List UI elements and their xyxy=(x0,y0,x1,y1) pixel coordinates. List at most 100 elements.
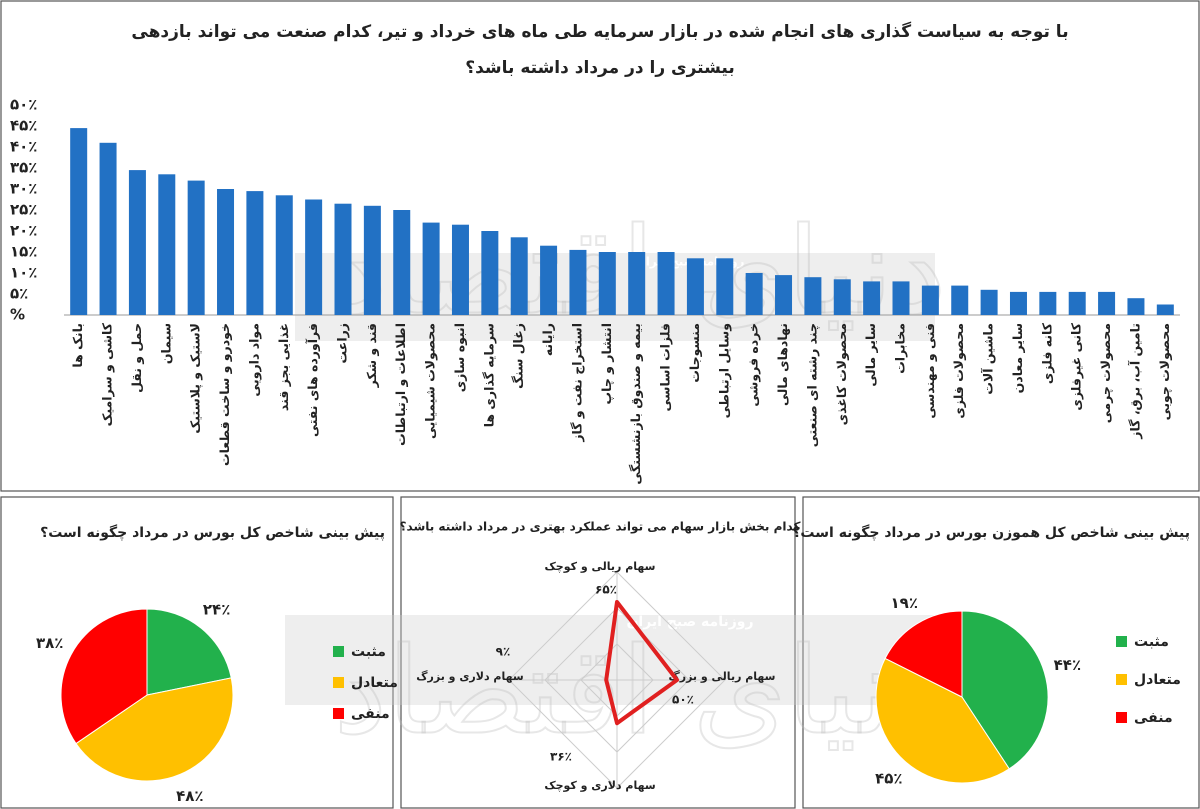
x-tick-label: خودرو و ساخت قطعات xyxy=(217,323,232,466)
bar xyxy=(275,195,293,315)
bar xyxy=(980,289,998,315)
data-label: ۱۹٪ xyxy=(891,594,918,612)
pie-slice xyxy=(75,677,234,782)
legend-swatch xyxy=(1116,712,1127,723)
bar xyxy=(70,128,88,315)
x-tick-label: بیمه و صندوق بازنشستگی xyxy=(628,323,643,485)
chart-title: با توجه به سیاست گذاری های انجام شده در … xyxy=(131,22,1069,78)
y-tick-label: ۴۰٪ xyxy=(10,138,37,156)
bar xyxy=(187,180,205,315)
y-tick-label: ۵٪ xyxy=(10,285,28,303)
x-tick-label: محصولات فلزی xyxy=(951,323,966,419)
x-tick-label: فنی و مهندسی xyxy=(922,323,937,419)
x-tick-label: محصولات شیمیایی xyxy=(423,323,438,439)
watermark-paper: روزنامه صبح ایران xyxy=(626,614,753,630)
bar xyxy=(716,258,734,315)
legend-swatch xyxy=(333,646,344,657)
watermark-brand: دنیای اقتصاد xyxy=(334,623,947,762)
chart-title: پیش بینی شاخص کل هموزن بورس در مرداد چگو… xyxy=(792,524,1190,541)
x-tick-label: رایانه xyxy=(540,323,555,356)
bar xyxy=(217,189,235,315)
bar xyxy=(363,205,381,315)
x-tick-label: زغال سنگ xyxy=(511,323,526,389)
x-tick-label: وسایل ارتباطی xyxy=(716,323,731,418)
legend-label: مثبت xyxy=(1134,634,1169,650)
y-tick-label: % xyxy=(10,306,25,324)
bar xyxy=(863,281,881,315)
chart-title: پیش بینی شاخص کل بورس در مرداد چگونه است… xyxy=(40,524,385,541)
x-tick-label: سایر مالی xyxy=(863,323,878,387)
x-tick-label: سیمان xyxy=(158,323,173,364)
x-tick-label: ماشین آلات xyxy=(981,323,996,395)
data-label: ۲۴٪ xyxy=(203,600,230,618)
x-tick-label: محصولات چوبی xyxy=(1157,323,1172,420)
x-tick-label: فلزات اساسی xyxy=(658,323,673,411)
x-tick-label: سرمایه گذاری ها xyxy=(481,323,496,427)
x-tick-label: تامین آب، برق، گاز xyxy=(1127,323,1142,440)
bar xyxy=(892,281,910,315)
x-tick-label: حمل و نقل xyxy=(129,323,144,393)
x-tick-label: مخابرات xyxy=(893,323,908,374)
axis-label: سهام ریالی و بزرگ xyxy=(668,669,775,683)
bar xyxy=(451,224,469,315)
legend-label: منفی xyxy=(351,706,390,722)
legend-swatch xyxy=(1116,636,1127,647)
panel xyxy=(802,496,1200,809)
bar xyxy=(1127,298,1145,315)
bar xyxy=(1156,304,1174,315)
pie-slice xyxy=(875,657,1010,784)
x-tick-label: فرآورده های نفتی xyxy=(305,323,320,437)
y-tick-label: ۵۰٪ xyxy=(10,96,37,114)
x-tick-label: خرده فروشی xyxy=(746,323,761,407)
axis-label: سهام دلاری و کوچک xyxy=(544,779,655,792)
bar xyxy=(305,199,323,315)
bar xyxy=(99,142,117,315)
x-tick-label: مواد دارویی xyxy=(246,323,261,397)
bar xyxy=(422,222,440,315)
data-label: ۹٪ xyxy=(496,645,511,659)
bar xyxy=(1009,291,1027,315)
axis-label: سهام ریالی و کوچک xyxy=(545,560,656,573)
pie-slice xyxy=(146,608,232,696)
legend-label: مثبت xyxy=(351,644,386,660)
data-label: ۴۴٪ xyxy=(1054,656,1081,674)
y-tick-label: ۴۵٪ xyxy=(10,117,37,135)
pie-slice xyxy=(884,610,963,698)
bar xyxy=(657,252,675,315)
legend-label: متعادل xyxy=(1134,672,1181,688)
legend-swatch xyxy=(333,677,344,688)
chart-title: کدام بخش بازار سهام می تواند عملکرد بهتر… xyxy=(400,520,801,535)
panel xyxy=(400,496,796,809)
x-tick-label: اطلاعات و ارتباطات xyxy=(393,323,408,446)
x-tick-label: محصولات چرمی xyxy=(1098,323,1113,423)
x-tick-label: قند و شکر xyxy=(364,323,379,388)
radar-line xyxy=(604,600,679,726)
bar xyxy=(246,191,264,315)
legend-label: منفی xyxy=(1134,710,1173,726)
data-label: ۴۸٪ xyxy=(176,787,203,805)
x-tick-label: چند رشته ای صنعتی xyxy=(804,323,819,447)
bar xyxy=(686,258,704,315)
data-label: ۶۵٪ xyxy=(595,583,617,597)
x-tick-label: لاستیک و پلاستیک xyxy=(188,323,203,434)
x-tick-label: منسوجات xyxy=(687,323,702,383)
bar xyxy=(804,277,822,315)
data-label: ۴۵٪ xyxy=(875,770,902,788)
panel xyxy=(0,496,394,809)
bar xyxy=(540,245,558,315)
data-label: ۵۰٪ xyxy=(672,693,694,707)
y-tick-label: ۱۰٪ xyxy=(10,264,37,282)
bar xyxy=(921,285,939,315)
x-tick-label: کانه فلزی xyxy=(1039,322,1054,384)
legend-label: متعادل xyxy=(351,675,398,691)
x-tick-label: سایر معادن xyxy=(1010,323,1025,393)
bar xyxy=(393,210,411,315)
y-tick-label: ۲۵٪ xyxy=(10,201,37,219)
x-tick-label: کاشی و سرامیک xyxy=(100,322,115,426)
bar xyxy=(1098,291,1116,315)
x-tick-label: کانی غیرفلزی xyxy=(1069,322,1084,410)
bar xyxy=(1068,291,1086,315)
pie-slice xyxy=(60,608,148,745)
panel xyxy=(0,0,1200,492)
